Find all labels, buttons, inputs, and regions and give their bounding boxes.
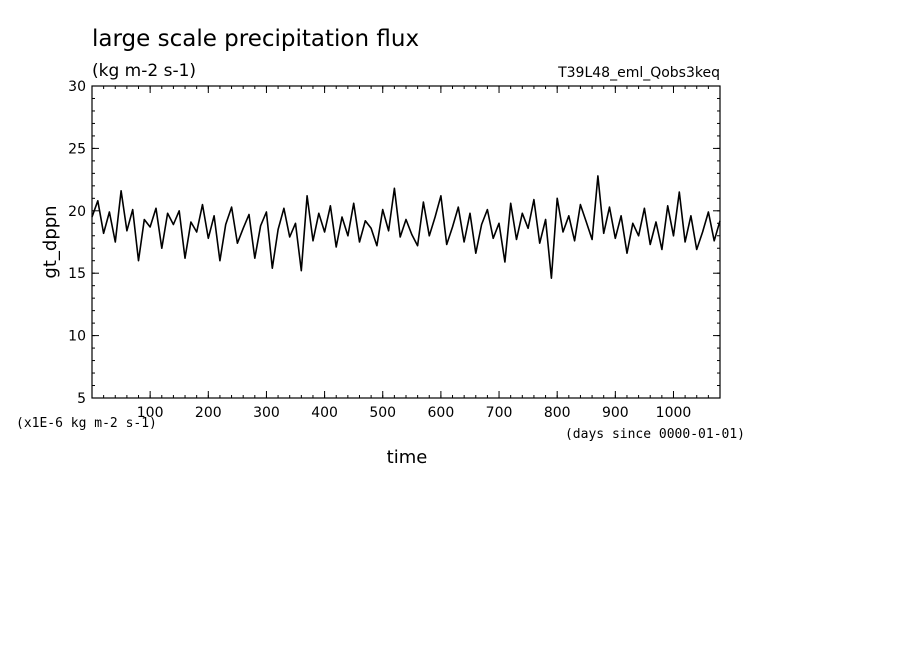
x-tick-label: 1000	[656, 405, 692, 421]
x-tick-label: 200	[195, 405, 222, 421]
y-tick-label: 10	[68, 329, 86, 345]
y-scale-note: (x1E-6 kg m-2 s-1)	[16, 416, 157, 431]
y-tick-label: 25	[68, 141, 86, 157]
x-tick-labels: 100 200 300 400 500 600 700 800 900 1000	[137, 405, 692, 421]
experiment-label: T39L48_eml_Qobs3keq	[557, 65, 720, 81]
x-tick-label: 600	[428, 405, 455, 421]
minor-ticks	[92, 86, 720, 398]
x-units-label: (days since 0000-01-01)	[565, 427, 745, 442]
x-tick-label: 900	[602, 405, 629, 421]
x-tick-label: 700	[486, 405, 513, 421]
y-axis-label: gt_dppn	[40, 205, 61, 278]
major-ticks	[92, 85, 720, 399]
y-tick-label: 20	[68, 204, 86, 220]
x-axis-label: time	[387, 447, 428, 468]
chart-title: large scale precipitation flux	[92, 26, 419, 52]
y-tick-label: 5	[77, 391, 86, 407]
x-tick-label: 500	[369, 405, 396, 421]
x-tick-label: 400	[311, 405, 338, 421]
x-tick-label: 300	[253, 405, 280, 421]
y-tick-label: 30	[68, 79, 86, 95]
units-label: (kg m-2 s-1)	[92, 61, 196, 81]
x-tick-label: 100	[137, 405, 164, 421]
y-tick-labels: 5 10 15 20 25 30	[68, 79, 86, 407]
series-line	[91, 175, 721, 280]
y-tick-label: 15	[68, 266, 86, 282]
x-tick-label: 800	[544, 405, 571, 421]
